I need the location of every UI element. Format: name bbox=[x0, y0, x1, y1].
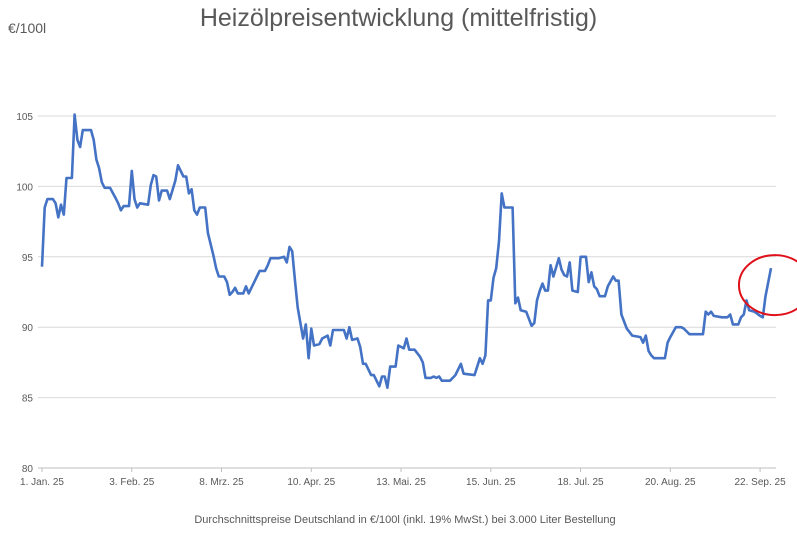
x-tick-label: 20. Aug. 25 bbox=[645, 477, 696, 488]
x-tick-label: 10. Apr. 25 bbox=[287, 477, 335, 488]
x-tick-label: 3. Feb. 25 bbox=[109, 477, 154, 488]
x-tick-label: 1. Jan. 25 bbox=[20, 477, 64, 488]
y-tick-label: 80 bbox=[22, 464, 34, 475]
y-tick-label: 100 bbox=[16, 182, 33, 193]
x-tick-label: 13. Mai. 25 bbox=[376, 477, 426, 488]
y-tick-label: 85 bbox=[22, 394, 34, 405]
x-axis-caption: Durchschnittspreise Deutschland in €/100… bbox=[194, 514, 616, 526]
x-tick-label: 15. Jun. 25 bbox=[466, 477, 516, 488]
y-tick-label: 105 bbox=[16, 112, 33, 123]
y-axis-label: €/100l bbox=[8, 20, 47, 36]
x-tick-label: 22. Sep. 25 bbox=[735, 477, 787, 488]
price-line bbox=[40, 113, 773, 390]
x-tick-label: 8. Mrz. 25 bbox=[199, 477, 244, 488]
y-tick-label: 90 bbox=[22, 323, 34, 334]
x-tick-label: 18. Jul. 25 bbox=[557, 477, 604, 488]
chart-title: Heizölpreisentwicklung (mittelfristig) bbox=[199, 4, 598, 32]
y-tick-label: 95 bbox=[22, 253, 34, 264]
highlight-ellipse bbox=[737, 254, 797, 317]
